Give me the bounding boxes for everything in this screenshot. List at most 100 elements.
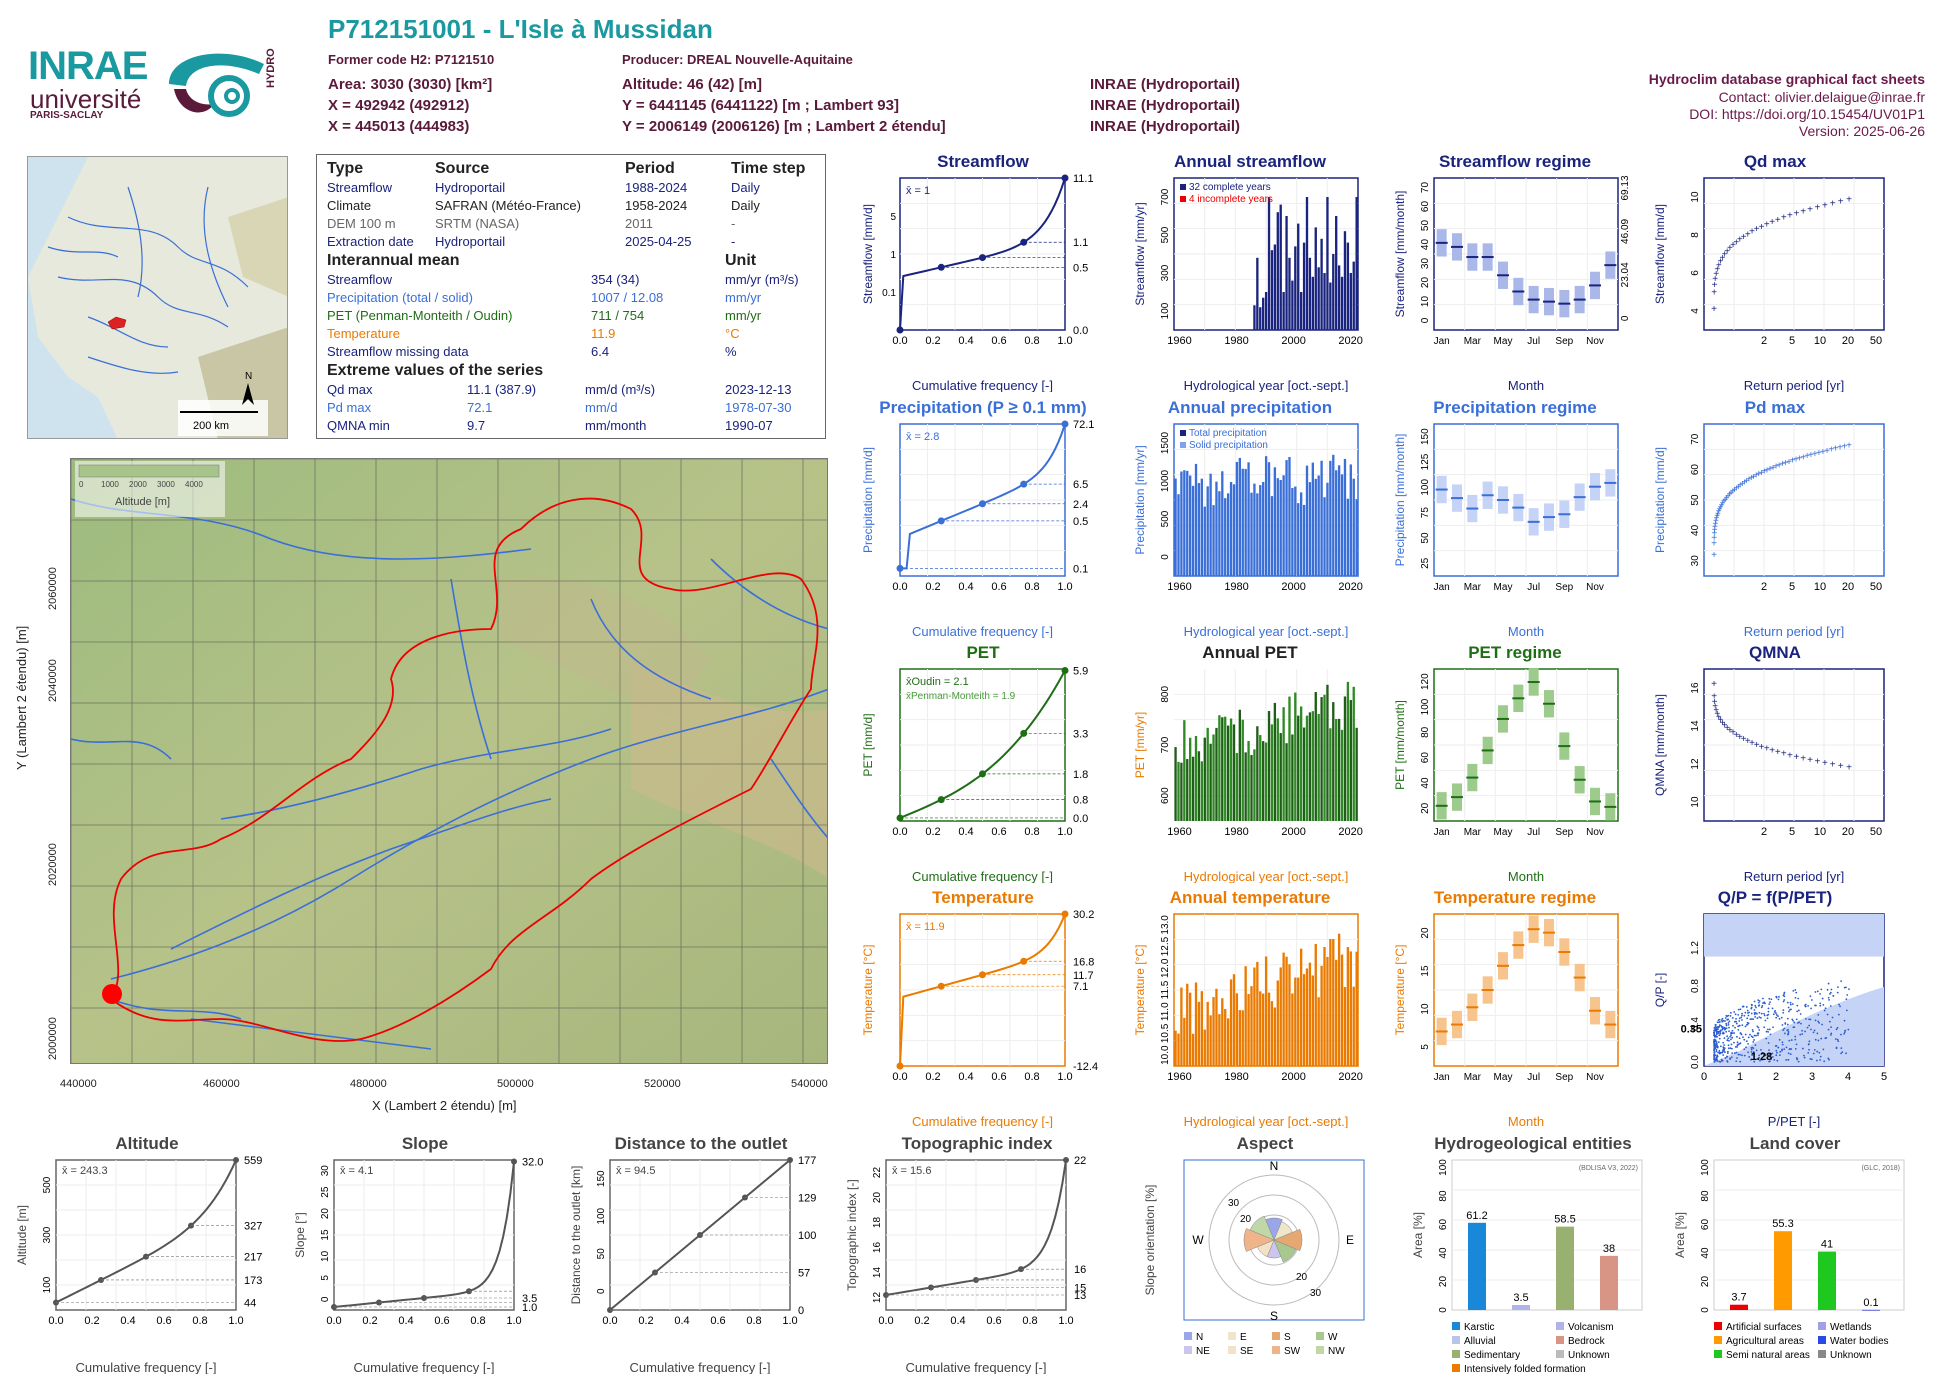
data-point: + <box>1724 246 1730 257</box>
y-axis-label: Distance to the outlet [km] <box>569 1166 583 1305</box>
data-point <box>1789 1001 1792 1004</box>
data-point <box>1801 1029 1803 1032</box>
data-point <box>1754 1015 1757 1018</box>
annual-bar <box>1297 715 1300 821</box>
data-point <box>1750 1048 1753 1051</box>
legend-swatch <box>1316 1332 1324 1340</box>
annual-bar <box>1253 967 1256 1066</box>
data-point <box>1731 1052 1734 1055</box>
data-point <box>1741 1014 1743 1017</box>
y-tick: 80 <box>1700 1190 1711 1202</box>
data-point <box>1717 1026 1719 1028</box>
annual-bar <box>1232 974 1236 1066</box>
x-tick: Jan <box>1434 582 1450 593</box>
legend-entry: Bedrock <box>1568 1336 1606 1347</box>
annual-bar <box>1279 967 1282 1066</box>
annual-bar <box>1209 1015 1212 1066</box>
y-axis-label: Q/P [-] <box>1653 973 1667 1007</box>
annual-bar <box>1294 486 1297 576</box>
x-axis-label: P/PET [-] <box>1768 1114 1821 1128</box>
data-point <box>1729 1035 1731 1038</box>
data-point <box>1841 1051 1844 1053</box>
legend-entry: Agricultural areas <box>1726 1336 1804 1347</box>
annual-bar <box>1224 716 1227 821</box>
annual-bar <box>1297 977 1300 1066</box>
annual-bar <box>1291 734 1294 821</box>
data-point <box>1715 1042 1718 1045</box>
hydro-text: HYDRO <box>265 48 277 88</box>
data-point <box>1727 1018 1730 1021</box>
data-point <box>1766 1058 1769 1060</box>
data-point <box>1735 1017 1737 1020</box>
data-point: + <box>1720 498 1726 509</box>
data-point <box>1728 1030 1730 1033</box>
data-point: + <box>1717 504 1723 515</box>
y-tick: 0 <box>320 1296 331 1302</box>
data-point <box>1807 1004 1810 1007</box>
data-point <box>1784 1023 1787 1025</box>
data-point <box>1721 1028 1724 1031</box>
ring <box>1208 1174 1340 1306</box>
annual-bar <box>1352 986 1355 1066</box>
chart-title: Precipitation regime <box>1433 398 1597 417</box>
y-tick: 0 <box>1438 1307 1449 1313</box>
data-point <box>1814 991 1817 993</box>
x-tick: 1.0 <box>782 1315 797 1327</box>
x-lambert2e: X = 445013 (444983) <box>328 118 470 135</box>
data-point <box>1774 1045 1777 1047</box>
chart-svg: 0.0 0.2 0.4 0.6 0.8 1.0 11.1 1.1 0.5 0.0 0.1 1 5 x̄ =… <box>861 173 1094 392</box>
data-point <box>1768 1055 1771 1058</box>
data-point: + <box>1814 757 1820 768</box>
annual-bar <box>1302 727 1306 821</box>
data-point <box>1726 1035 1729 1038</box>
data-point <box>1757 1005 1760 1007</box>
x-tick: 2 <box>1761 581 1767 593</box>
data-point: + <box>1722 250 1728 261</box>
right-tick: 3.5 <box>522 1293 537 1305</box>
annual-bar <box>1232 724 1236 821</box>
x-tick: Mar <box>1464 582 1482 593</box>
annual-bar <box>1262 993 1265 1066</box>
data-point <box>1821 1023 1824 1026</box>
data-point <box>1740 1016 1743 1019</box>
data-point <box>1715 1057 1718 1060</box>
col-type: Type <box>327 160 364 177</box>
annual-bar <box>1332 254 1335 330</box>
data-point <box>1736 1044 1739 1047</box>
data-point <box>1837 1013 1840 1016</box>
data-point: + <box>1786 457 1792 468</box>
legend-entry: Volcanism <box>1568 1322 1614 1333</box>
data-point: + <box>1814 202 1820 213</box>
data-point: + <box>1767 464 1773 475</box>
x-tick: 0.0 <box>878 1315 893 1327</box>
data-point <box>1741 1054 1743 1057</box>
legend-swatch <box>1228 1346 1236 1354</box>
data-point <box>1818 1051 1821 1054</box>
data-point <box>1783 999 1786 1001</box>
data-point <box>1726 1052 1729 1055</box>
data-point <box>1752 1030 1754 1033</box>
x-tick: Jan <box>1434 1072 1450 1083</box>
chart-title: Annual PET <box>1202 643 1298 662</box>
chart-svg: 0.0 0.2 0.4 0.6 0.8 1.0 72.1 6.5 2.4 0.5 0.1 x̄ = 2… <box>861 419 1094 638</box>
annual-bar <box>1332 702 1335 821</box>
data-point: + <box>1846 441 1852 452</box>
y-tick: 40 <box>1690 524 1701 536</box>
x-tick: 1960 <box>1167 1071 1191 1083</box>
x-tick: 0.2 <box>925 826 940 838</box>
data-point: + <box>1807 755 1813 766</box>
data-point <box>1738 1037 1741 1040</box>
data-point <box>1783 1027 1786 1030</box>
bar <box>1468 1222 1486 1310</box>
annual-bar <box>1215 727 1218 821</box>
data-point <box>1728 1026 1730 1029</box>
annual-bar <box>1352 686 1355 821</box>
data-point <box>1713 1060 1716 1063</box>
data-point: + <box>1800 206 1806 217</box>
x-tick: 0.4 <box>398 1315 413 1327</box>
data-point <box>1752 1018 1755 1021</box>
annual-bar <box>1282 952 1285 1066</box>
data-point <box>1775 1014 1778 1016</box>
annual-bar <box>1285 743 1288 821</box>
